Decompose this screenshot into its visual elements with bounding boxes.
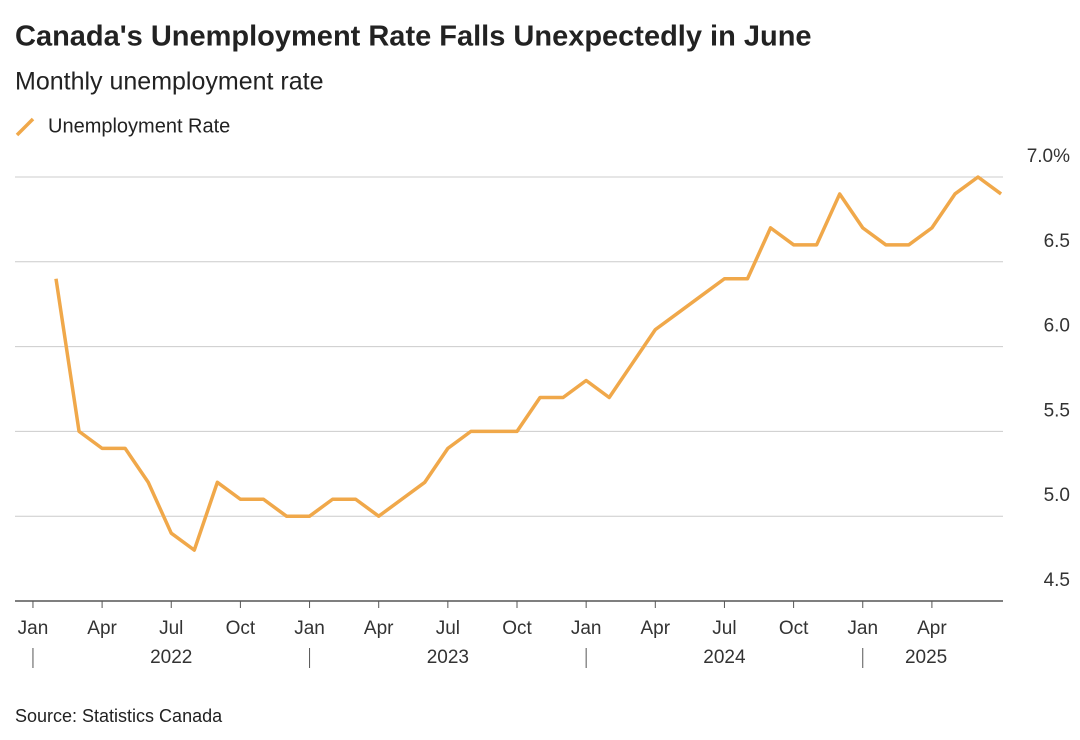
x-tick-label: Jan <box>571 618 602 639</box>
legend-label: Unemployment Rate <box>48 115 230 137</box>
x-tick-label: Jan <box>847 618 878 639</box>
year-label: 2023 <box>427 647 469 668</box>
x-tick-label: Apr <box>87 618 117 639</box>
year-label: 2025 <box>905 647 947 668</box>
x-tick-label: Oct <box>779 618 809 639</box>
year-label: 2024 <box>703 647 746 668</box>
x-tick-label: Jan <box>18 618 49 639</box>
x-tick-label: Apr <box>641 618 671 639</box>
y-tick-label: 5.5 <box>1044 400 1070 421</box>
x-tick-label: Jul <box>436 618 460 639</box>
y-tick-label: 4.5 <box>1044 570 1070 591</box>
year-label: 2022 <box>150 647 192 668</box>
legend-swatch <box>15 117 35 137</box>
chart-title: Canada's Unemployment Rate Falls Unexpec… <box>15 21 812 53</box>
chart-subtitle: Monthly unemployment rate <box>15 68 323 96</box>
y-tick-label: 7.0% <box>1027 146 1070 167</box>
x-tick-label: Oct <box>502 618 532 639</box>
y-tick-label: 6.0 <box>1044 316 1070 337</box>
x-tick-label: Jul <box>159 618 183 639</box>
x-tick-label: Oct <box>226 618 256 639</box>
x-tick-label: Apr <box>917 618 947 639</box>
source: Source: Statistics Canada <box>15 706 223 726</box>
x-tick-label: Jul <box>712 618 736 639</box>
y-tick-label: 5.0 <box>1044 485 1070 506</box>
y-tick-label: 6.5 <box>1044 231 1070 252</box>
series-line <box>54 175 1003 552</box>
x-tick-label: Apr <box>364 618 394 639</box>
x-tick-label: Jan <box>294 618 325 639</box>
